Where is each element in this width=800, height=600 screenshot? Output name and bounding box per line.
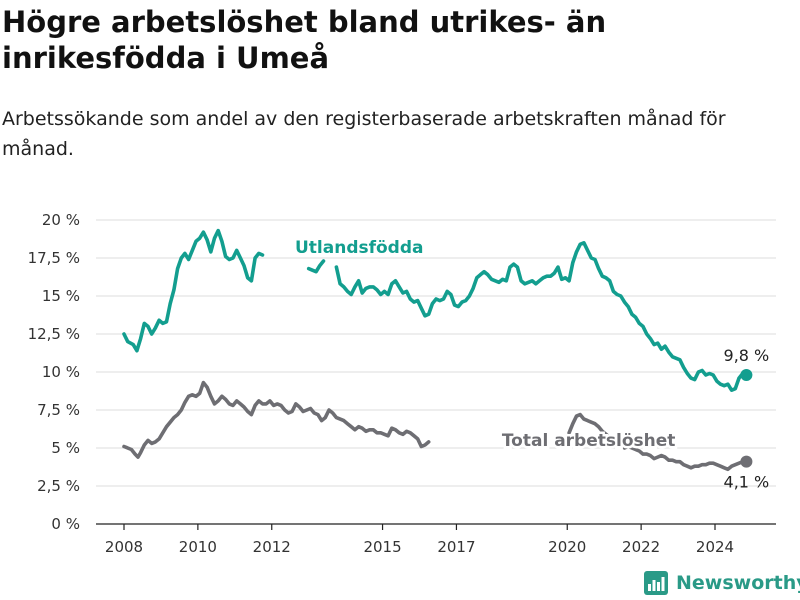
x-tick-label: 2020 bbox=[548, 538, 586, 556]
y-tick-label: 17,5 % bbox=[28, 249, 80, 267]
y-tick-label: 7,5 % bbox=[37, 401, 80, 419]
y-tick-label: 20 % bbox=[42, 211, 80, 229]
series-label: Total arbetslöshet bbox=[502, 431, 676, 451]
series-line-total-arbetslöshet bbox=[622, 444, 749, 472]
series-line-utlandsfödda bbox=[306, 259, 326, 274]
series-line-total-arbetslöshet bbox=[122, 380, 431, 459]
y-tick-label: 2,5 % bbox=[37, 477, 80, 495]
y-tick-label: 12,5 % bbox=[28, 325, 80, 343]
y-tick-label: 5 % bbox=[51, 439, 80, 457]
x-tick-label: 2012 bbox=[253, 538, 291, 556]
newsworthy-brand: Newsworthy bbox=[644, 568, 800, 598]
series-line-total-arbetslöshet bbox=[567, 412, 612, 440]
series-line-utlandsfödda bbox=[334, 241, 749, 392]
chart-subtitle: Arbetssökande som andel av den registerb… bbox=[2, 108, 726, 160]
y-tick-label: 15 % bbox=[42, 287, 80, 305]
x-tick-label: 2024 bbox=[696, 538, 734, 556]
series-label: Utlandsfödda bbox=[295, 238, 424, 258]
end-point-dot bbox=[740, 455, 753, 468]
x-tick-label: 2010 bbox=[179, 538, 217, 556]
y-tick-label: 10 % bbox=[42, 363, 80, 381]
gridlines bbox=[96, 219, 776, 487]
y-tick-label: 0 % bbox=[51, 515, 80, 533]
x-axis: 2008 2010 2012 2015 2017 2020 2022 2024 bbox=[96, 523, 776, 556]
x-tick-label: 2008 bbox=[105, 538, 143, 556]
bar-chart-logo-icon bbox=[644, 571, 668, 595]
series-lines bbox=[122, 228, 753, 472]
end-value-label: 9,8 % bbox=[724, 346, 770, 365]
series-labels: Utlandsfödda Total arbetslöshet 9,8 % 4,1 % bbox=[292, 235, 770, 492]
x-tick-label: 2022 bbox=[622, 538, 660, 556]
series-line-utlandsfödda bbox=[122, 228, 265, 353]
end-value-label: 4,1 % bbox=[724, 473, 770, 492]
x-tick-label: 2017 bbox=[437, 538, 475, 556]
y-axis-tick-labels: 0 % 2,5 % 5 % 7,5 % 10 % 12,5 % 15 % 17,5 % 20 % bbox=[28, 211, 80, 533]
x-tick-label: 2015 bbox=[363, 538, 401, 556]
chart-title: Högre arbetslöshet bland utrikes- än inr… bbox=[2, 5, 607, 75]
brand-name: Newsworthy bbox=[676, 572, 800, 594]
end-point-dot bbox=[740, 369, 753, 382]
